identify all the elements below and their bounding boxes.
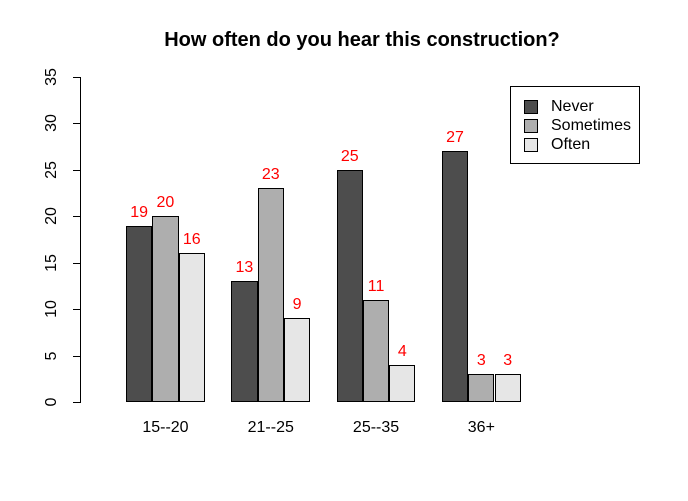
- y-tick-label-25: 25: [43, 160, 60, 179]
- value-label-sometimes-15-20: 20: [156, 194, 175, 212]
- y-tick-20: [73, 216, 80, 218]
- legend-rows: Never Sometimes Often: [511, 87, 639, 155]
- legend-item-often: Often: [511, 136, 639, 155]
- y-tick-label-15: 15: [43, 253, 60, 272]
- y-tick-15: [73, 262, 80, 264]
- y-tick-label-10: 10: [43, 300, 60, 319]
- y-tick-35: [73, 77, 80, 78]
- value-label-sometimes-21-25: 23: [261, 166, 280, 184]
- legend-item-never: Never: [511, 97, 639, 116]
- legend-swatch-never: [524, 99, 538, 114]
- value-label-never-15-20: 19: [130, 203, 149, 221]
- bar-often-21-25: [283, 318, 311, 402]
- bar-sometimes-36: [468, 374, 495, 402]
- y-tick-label-35: 35: [43, 68, 60, 86]
- y-tick-25: [73, 169, 80, 171]
- value-label-sometimes-36: 3: [476, 352, 486, 370]
- bar-sometimes-15-20: [152, 216, 179, 402]
- value-label-never-25-35: 25: [340, 147, 359, 165]
- bar-often-15-20: [178, 253, 205, 402]
- x-tick-label-21-25: 21--25: [247, 419, 294, 436]
- x-tick-label-25-35: 25--35: [352, 419, 400, 436]
- bar-sometimes-21-25: [257, 188, 284, 402]
- value-label-never-36: 27: [446, 129, 464, 147]
- y-axis-line: [80, 77, 81, 403]
- legend-swatch-often: [524, 138, 538, 153]
- y-tick-label-20: 20: [43, 207, 60, 226]
- bar-often-36: [494, 374, 521, 402]
- chart-title: How often do you hear this construction?: [164, 29, 560, 51]
- legend: Never Sometimes Often: [510, 86, 640, 164]
- y-tick-label-30: 30: [43, 114, 60, 133]
- bar-never-36: [441, 151, 469, 402]
- legend-item-sometimes: Sometimes: [511, 116, 639, 135]
- y-tick-label-5: 5: [43, 351, 60, 361]
- bar-never-15-20: [126, 225, 153, 402]
- bar-never-25-35: [336, 169, 363, 402]
- x-tick-label-36: 36+: [467, 419, 495, 436]
- value-label-sometimes-25-35: 11: [367, 277, 385, 295]
- value-label-never-21-25: 13: [235, 259, 254, 277]
- value-label-often-25-35: 4: [397, 342, 407, 360]
- legend-label-sometimes: Sometimes: [551, 116, 632, 134]
- y-tick-5: [73, 355, 80, 357]
- legend-label-never: Never: [551, 97, 594, 115]
- y-tick-10: [73, 309, 80, 311]
- y-tick-0: [73, 402, 80, 403]
- bar-often-25-35: [389, 364, 416, 402]
- value-label-often-21-25: 9: [292, 296, 302, 314]
- legend-swatch-sometimes: [524, 118, 538, 133]
- legend-label-often: Often: [551, 136, 591, 154]
- y-tick-30: [73, 123, 80, 125]
- value-label-often-15-20: 16: [182, 231, 201, 249]
- x-tick-label-15-20: 15--20: [142, 419, 189, 436]
- bar-sometimes-25-35: [362, 299, 390, 402]
- bar-never-21-25: [231, 281, 258, 402]
- y-tick-label-0: 0: [43, 397, 60, 407]
- value-label-often-36: 3: [503, 352, 513, 370]
